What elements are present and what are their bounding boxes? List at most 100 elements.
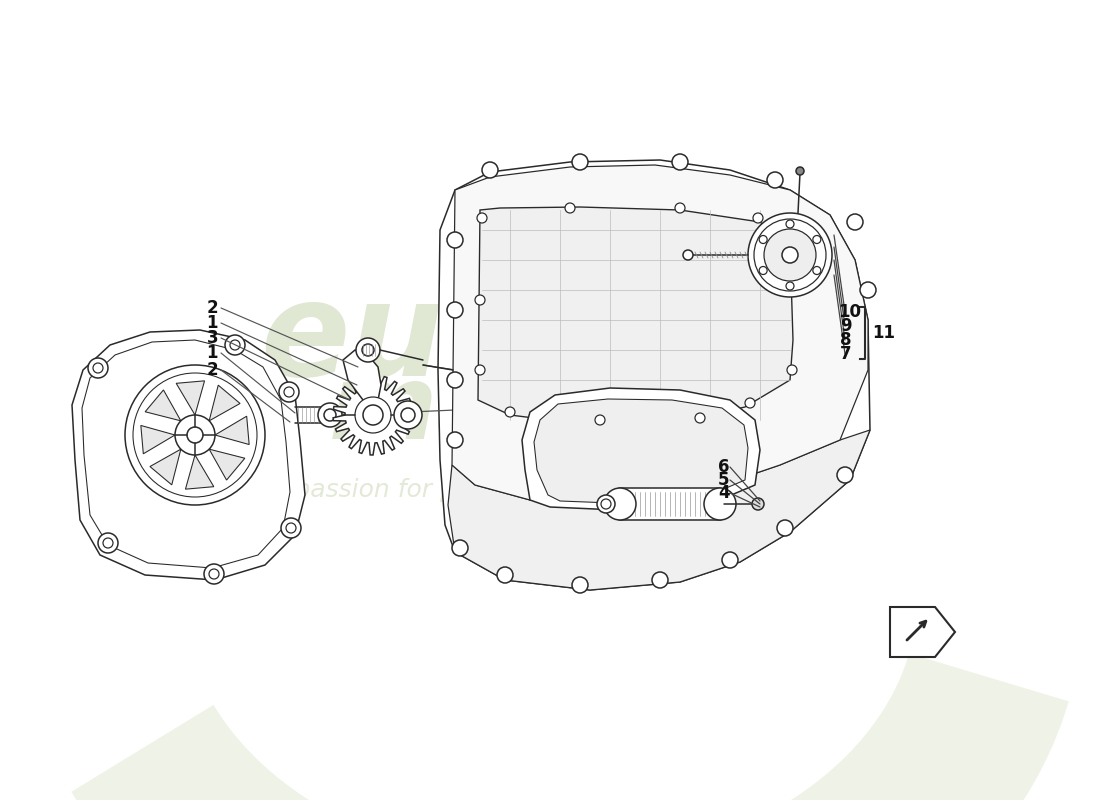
Circle shape — [860, 282, 876, 298]
Circle shape — [837, 467, 852, 483]
Circle shape — [565, 203, 575, 213]
Circle shape — [759, 266, 767, 274]
Polygon shape — [186, 455, 213, 489]
Text: 5: 5 — [718, 471, 729, 489]
Text: 9: 9 — [840, 317, 851, 335]
Circle shape — [652, 572, 668, 588]
Circle shape — [813, 266, 821, 274]
Polygon shape — [209, 449, 245, 480]
Text: 11: 11 — [872, 324, 895, 342]
Text: 1: 1 — [207, 344, 218, 362]
Polygon shape — [209, 385, 240, 421]
Polygon shape — [214, 416, 250, 445]
Circle shape — [722, 552, 738, 568]
Text: 2: 2 — [207, 361, 218, 379]
Text: 6: 6 — [718, 458, 729, 476]
Circle shape — [226, 335, 245, 355]
Circle shape — [477, 213, 487, 223]
Circle shape — [759, 235, 767, 243]
Circle shape — [695, 413, 705, 423]
Polygon shape — [522, 388, 760, 511]
Text: 7: 7 — [840, 345, 851, 363]
Text: 2: 2 — [207, 299, 218, 317]
Circle shape — [447, 432, 463, 448]
Circle shape — [286, 523, 296, 533]
Circle shape — [497, 567, 513, 583]
Circle shape — [786, 285, 798, 295]
Polygon shape — [448, 430, 870, 590]
Circle shape — [279, 382, 299, 402]
Circle shape — [447, 302, 463, 318]
Circle shape — [355, 397, 390, 433]
Circle shape — [363, 405, 383, 425]
Circle shape — [704, 488, 736, 520]
Circle shape — [847, 214, 864, 230]
Circle shape — [88, 358, 108, 378]
Circle shape — [175, 415, 214, 455]
Text: 1: 1 — [207, 314, 218, 332]
Circle shape — [475, 365, 485, 375]
Polygon shape — [343, 350, 381, 400]
Text: mares: mares — [329, 359, 692, 461]
Circle shape — [786, 282, 794, 290]
Circle shape — [786, 365, 798, 375]
Circle shape — [125, 365, 265, 505]
Polygon shape — [534, 399, 748, 504]
Circle shape — [103, 538, 113, 548]
Circle shape — [796, 167, 804, 175]
Circle shape — [601, 499, 610, 509]
Circle shape — [764, 229, 816, 281]
Circle shape — [356, 338, 380, 362]
Circle shape — [482, 162, 498, 178]
Circle shape — [209, 569, 219, 579]
Text: a passion for parts since 1985: a passion for parts since 1985 — [271, 478, 649, 502]
Polygon shape — [72, 330, 305, 580]
Circle shape — [505, 407, 515, 417]
Circle shape — [572, 577, 588, 593]
Circle shape — [752, 498, 764, 510]
Polygon shape — [438, 160, 870, 590]
Polygon shape — [333, 375, 412, 455]
Circle shape — [572, 154, 588, 170]
Circle shape — [447, 372, 463, 388]
Circle shape — [402, 408, 415, 422]
Polygon shape — [141, 426, 175, 454]
Polygon shape — [145, 390, 180, 421]
Text: 10: 10 — [838, 303, 861, 321]
Polygon shape — [452, 165, 868, 502]
Circle shape — [595, 415, 605, 425]
Circle shape — [748, 213, 832, 297]
Circle shape — [777, 520, 793, 536]
Circle shape — [675, 203, 685, 213]
Polygon shape — [890, 607, 955, 657]
Circle shape — [813, 235, 821, 243]
Circle shape — [683, 250, 693, 260]
Polygon shape — [176, 381, 205, 415]
Circle shape — [94, 363, 103, 373]
Circle shape — [597, 495, 615, 513]
Circle shape — [447, 232, 463, 248]
Polygon shape — [150, 449, 180, 485]
Circle shape — [362, 344, 374, 356]
Circle shape — [475, 295, 485, 305]
Circle shape — [754, 213, 763, 223]
Circle shape — [204, 564, 224, 584]
Circle shape — [394, 401, 422, 429]
Circle shape — [284, 387, 294, 397]
Circle shape — [786, 220, 794, 228]
Circle shape — [767, 172, 783, 188]
Circle shape — [672, 154, 688, 170]
Circle shape — [604, 488, 636, 520]
Circle shape — [782, 247, 797, 263]
FancyBboxPatch shape — [618, 488, 722, 520]
Circle shape — [280, 518, 301, 538]
Circle shape — [98, 533, 118, 553]
Circle shape — [745, 398, 755, 408]
Circle shape — [324, 409, 336, 421]
Text: euro: euro — [261, 277, 600, 403]
Text: 4: 4 — [718, 484, 729, 502]
Circle shape — [452, 540, 468, 556]
Polygon shape — [478, 207, 793, 425]
Text: 3: 3 — [207, 329, 218, 347]
Circle shape — [318, 403, 342, 427]
